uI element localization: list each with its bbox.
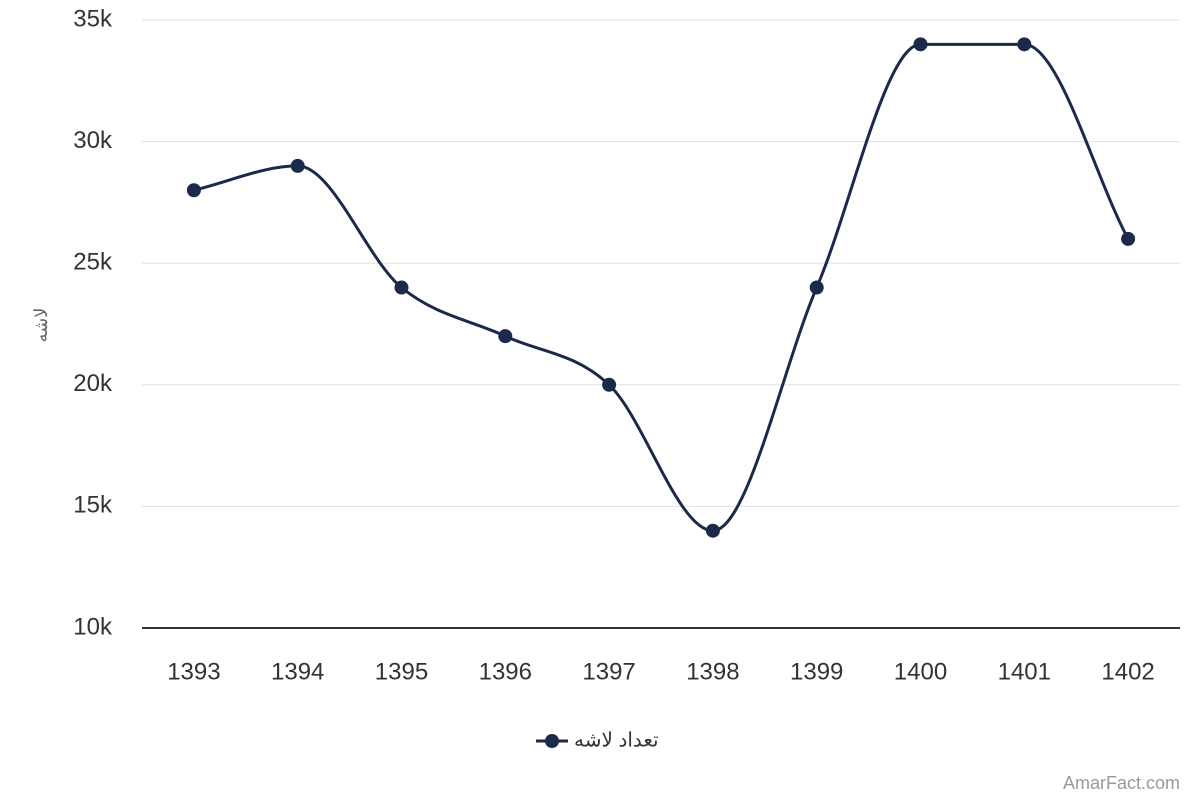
series-line <box>193 42 1130 533</box>
y-axis-label: لاشه <box>31 308 51 343</box>
legend-dot-marker <box>545 734 559 748</box>
x-tick-label: 1395 <box>375 658 428 685</box>
y-tick-label: 10k <box>73 613 113 640</box>
y-tick-label: 15k <box>73 492 113 519</box>
data-point[interactable] <box>1017 37 1032 52</box>
data-point[interactable] <box>809 280 824 295</box>
y-tick-label: 35k <box>73 5 113 32</box>
x-tick-label: 1393 <box>167 658 220 685</box>
data-point[interactable] <box>705 523 720 538</box>
data-point[interactable] <box>186 183 201 198</box>
series-layer <box>186 37 1136 538</box>
legend-series-label: تعداد لاشه <box>574 729 659 751</box>
data-point[interactable] <box>290 158 305 173</box>
x-tick-label: 1399 <box>790 658 843 685</box>
x-tick-label: 1400 <box>894 658 947 685</box>
y-tick-label: 25k <box>73 249 113 276</box>
data-point[interactable] <box>1121 231 1136 246</box>
y-axis-ticks: 10k 15k 20k 25k 30k 35k <box>73 5 113 640</box>
credit-link[interactable]: AmarFact.com <box>1063 773 1180 793</box>
y-tick-label: 30k <box>73 127 113 154</box>
x-tick-label: 1401 <box>998 658 1051 685</box>
x-tick-label: 1394 <box>271 658 324 685</box>
x-axis-ticks: 1393 1394 1395 1396 1397 1398 1399 1400 1401 1402 <box>167 658 1155 685</box>
x-tick-label: 1396 <box>479 658 532 685</box>
data-point[interactable] <box>602 377 617 392</box>
y-tick-label: 20k <box>73 370 113 397</box>
data-point[interactable] <box>394 280 409 295</box>
x-tick-label: 1398 <box>686 658 739 685</box>
grid-lines <box>142 19 1180 629</box>
x-tick-label: 1397 <box>582 658 635 685</box>
data-point[interactable] <box>913 37 928 52</box>
data-point[interactable] <box>498 329 513 344</box>
legend[interactable]: تعداد لاشه <box>536 729 659 751</box>
x-tick-label: 1402 <box>1101 658 1154 685</box>
